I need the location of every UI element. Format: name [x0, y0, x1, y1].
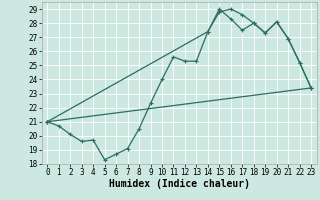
X-axis label: Humidex (Indice chaleur): Humidex (Indice chaleur) — [109, 179, 250, 189]
